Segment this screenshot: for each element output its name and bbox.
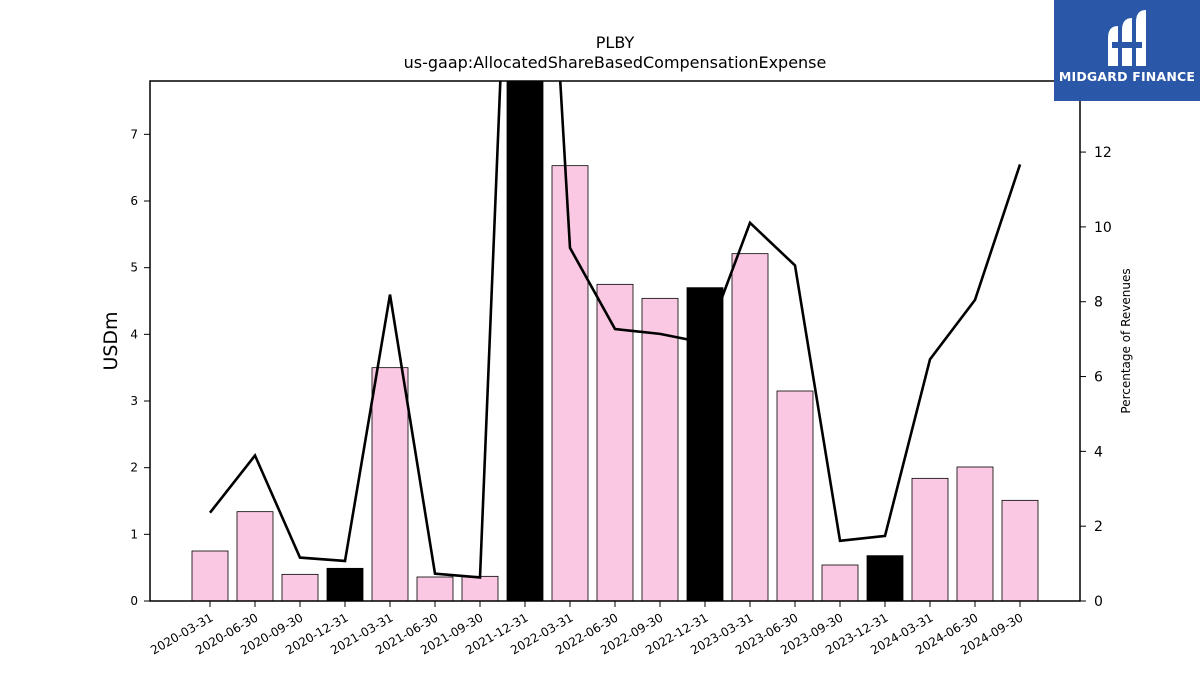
y-tick-label: 7 <box>130 127 138 141</box>
bar <box>416 576 454 601</box>
y2-tick-label: 8 <box>1094 295 1103 311</box>
bar <box>731 253 769 601</box>
y2-tick-label: 4 <box>1094 444 1103 460</box>
bar <box>776 390 814 601</box>
bar <box>596 283 634 601</box>
brand-logo: MIDGARD FINANCE <box>1054 0 1200 101</box>
bar <box>191 550 229 601</box>
bar <box>326 567 364 601</box>
brand-name: MIDGARD FINANCE <box>1058 69 1196 84</box>
line-layer <box>208 81 1022 579</box>
y2-tick-label: 12 <box>1094 145 1112 161</box>
y2-tick-label: 6 <box>1094 370 1103 386</box>
y-tick-label: 0 <box>130 594 138 608</box>
y2-tick-label: 10 <box>1094 220 1112 236</box>
y2-tick-label: 0 <box>1094 594 1103 610</box>
bars-layer <box>191 81 1039 601</box>
y-tick-label: 1 <box>130 527 138 541</box>
y-tick-label: 4 <box>130 327 138 341</box>
bar <box>236 511 274 601</box>
y-tick-label: 5 <box>130 261 138 275</box>
bar <box>506 81 544 601</box>
y-tick-label: 2 <box>130 461 138 475</box>
y-tick-label: 3 <box>130 394 138 408</box>
midgard-logo-icon <box>1108 10 1146 66</box>
bar <box>821 564 859 601</box>
chart-subtitle: us-gaap:AllocatedShareBasedCompensationE… <box>404 53 827 72</box>
bar <box>281 573 319 601</box>
chart-title: PLBY <box>596 33 635 52</box>
bar <box>641 297 679 601</box>
bar <box>911 477 949 601</box>
bar <box>461 575 499 601</box>
y-axis-label: USDm <box>100 311 122 370</box>
y-tick-label: 6 <box>130 194 138 208</box>
bar <box>686 287 724 601</box>
percentage-line <box>208 81 1022 579</box>
bar <box>956 466 994 601</box>
y2-tick-label: 2 <box>1094 519 1103 535</box>
bar <box>1001 499 1039 601</box>
y2-axis-label: Percentage of Revenues <box>1119 268 1133 413</box>
bar <box>371 367 409 601</box>
bar <box>866 555 904 601</box>
